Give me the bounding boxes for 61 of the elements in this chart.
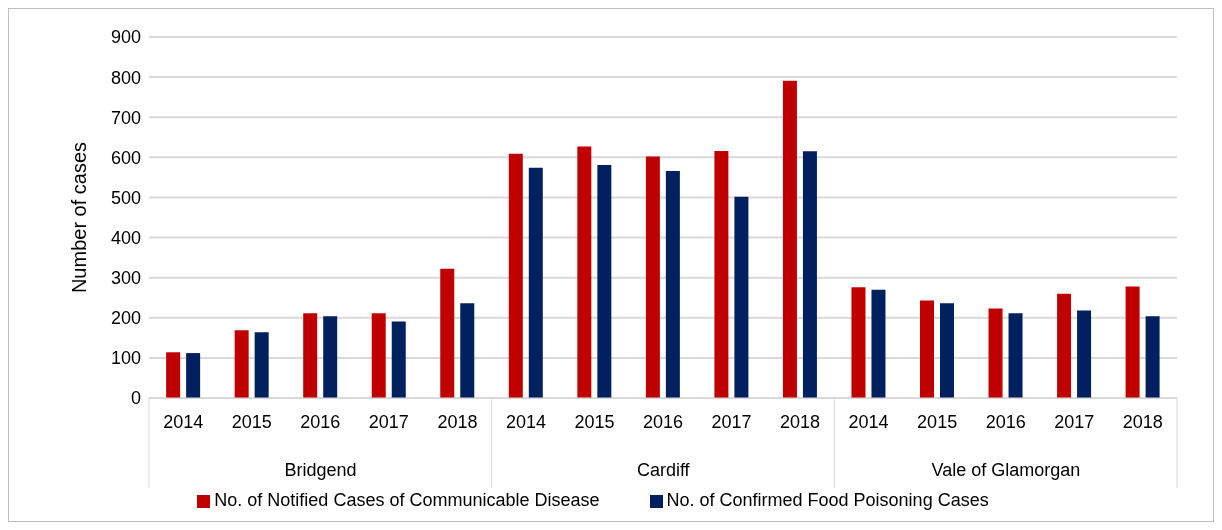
bar: [166, 352, 181, 398]
bar: [714, 150, 729, 398]
bar: [391, 321, 406, 398]
bar: [920, 300, 934, 398]
x-tick-label: 2014: [163, 412, 204, 432]
bar: [440, 268, 455, 398]
bar: [665, 170, 680, 398]
bar: [508, 153, 523, 398]
text: Cardiff: [636, 460, 691, 480]
bar: [528, 167, 543, 398]
legend-label: No. of Confirmed Food Poisoning Cases: [666, 490, 989, 510]
bar: [254, 332, 269, 398]
bar: [323, 316, 338, 398]
bar: [782, 80, 797, 398]
bar: [371, 313, 386, 398]
x-tick-label: 2014: [505, 412, 546, 432]
x-tick-label: 2014: [848, 412, 889, 432]
bar: [303, 313, 318, 398]
y-tick-label: 200: [110, 308, 141, 329]
y-tick-label: 0: [130, 388, 141, 409]
bar: [577, 146, 592, 398]
y-tick-label: 400: [110, 227, 141, 248]
x-tick-label: 2015: [917, 412, 958, 432]
bar: [460, 303, 475, 398]
x-tick-label: 2016: [642, 412, 684, 432]
bar: [1145, 316, 1160, 398]
x-tick-label: 2015: [231, 412, 272, 432]
bar: [186, 353, 201, 398]
y-tick-label: 300: [110, 268, 141, 289]
x-tick-label: 2015: [574, 412, 615, 432]
bar: [1125, 286, 1140, 398]
y-tick-label: 500: [110, 187, 141, 208]
x-tick-label: 2017: [1054, 412, 1095, 432]
y-tick-label: 600: [110, 147, 141, 168]
legend-label: No. of Notified Cases of Communicable Disease: [214, 490, 600, 510]
y-tick-label: 900: [110, 27, 141, 48]
bar: [988, 308, 1003, 398]
bar: [851, 287, 866, 398]
bar: [234, 330, 249, 398]
bar: [734, 196, 749, 398]
x-tick-label: 2018: [437, 412, 478, 432]
bar: [1057, 293, 1072, 398]
x-tick-label: 2018: [1122, 412, 1163, 432]
text: Bridgend: [284, 460, 357, 480]
bar: [1008, 313, 1023, 398]
x-tick-label: 2018: [780, 412, 821, 432]
bar: [1077, 310, 1092, 398]
x-tick-label: 2016: [300, 412, 341, 432]
bar: [597, 164, 612, 398]
y-tick-label: 700: [110, 107, 141, 128]
text: Vale of Glamorgan: [931, 460, 1081, 480]
y-axis-title: Number of cases: [68, 141, 91, 294]
x-tick-label: 2017: [368, 412, 409, 432]
bar: [645, 156, 660, 398]
bar: [871, 289, 886, 398]
bar: [940, 303, 954, 398]
y-tick-label: 800: [110, 67, 141, 88]
x-tick-label: 2017: [711, 412, 752, 432]
x-tick-label: 2016: [985, 412, 1026, 432]
y-tick-label: 100: [110, 348, 141, 369]
bar: [802, 151, 817, 398]
